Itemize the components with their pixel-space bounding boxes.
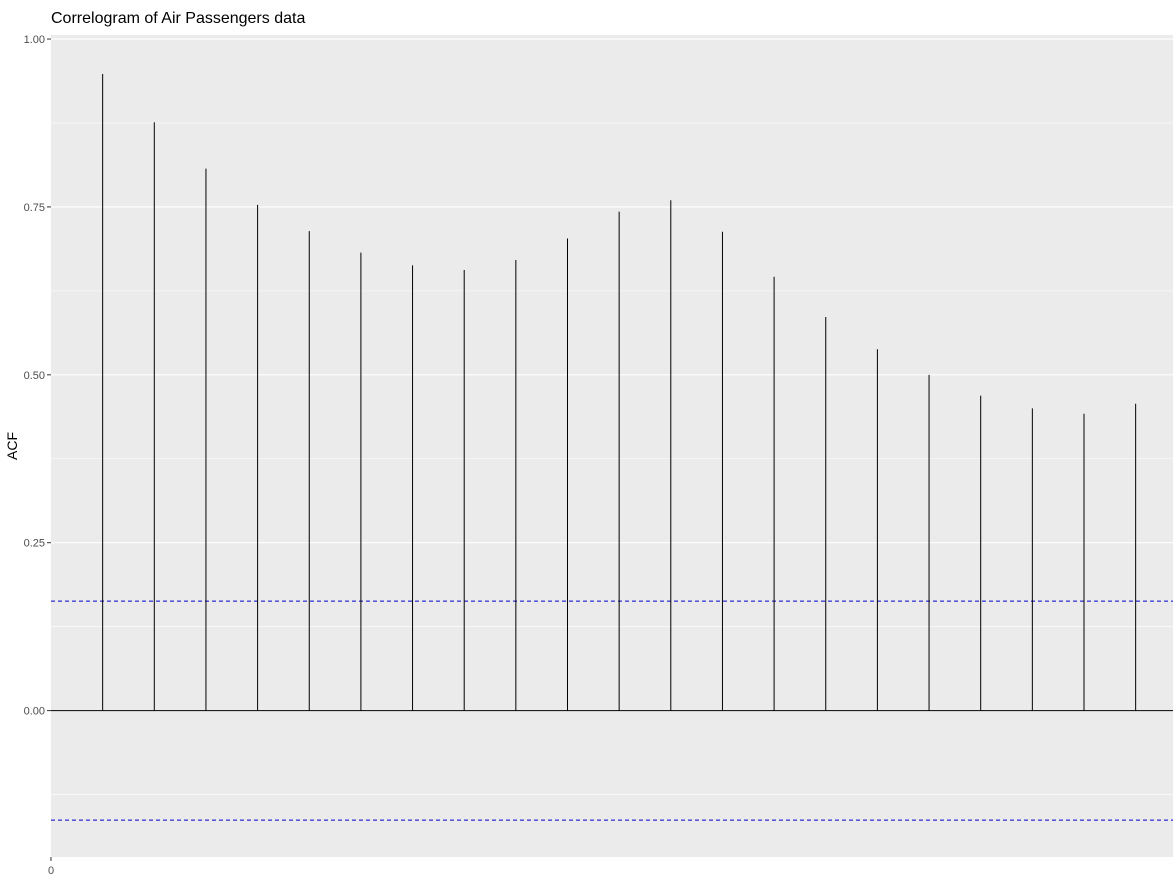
y-tick-label: 1.00 xyxy=(24,34,45,46)
x-axis: 0 xyxy=(48,857,54,877)
y-tick-label: 0.25 xyxy=(24,538,45,550)
y-axis-title: ACF xyxy=(4,432,20,460)
y-tick-label: 0.75 xyxy=(24,202,45,214)
y-axis: 0.00 0.25 0.50 0.75 1.00 xyxy=(24,34,51,718)
confidence-lines xyxy=(51,600,1173,821)
acf-bars xyxy=(102,73,1137,711)
y-tick-label: 0.50 xyxy=(24,370,45,382)
plot-panel xyxy=(51,35,1173,857)
y-tick-label: 0.00 xyxy=(24,706,45,718)
chart-title: Correlogram of Air Passengers data xyxy=(51,10,305,27)
x-tick-label: 0 xyxy=(48,865,54,877)
